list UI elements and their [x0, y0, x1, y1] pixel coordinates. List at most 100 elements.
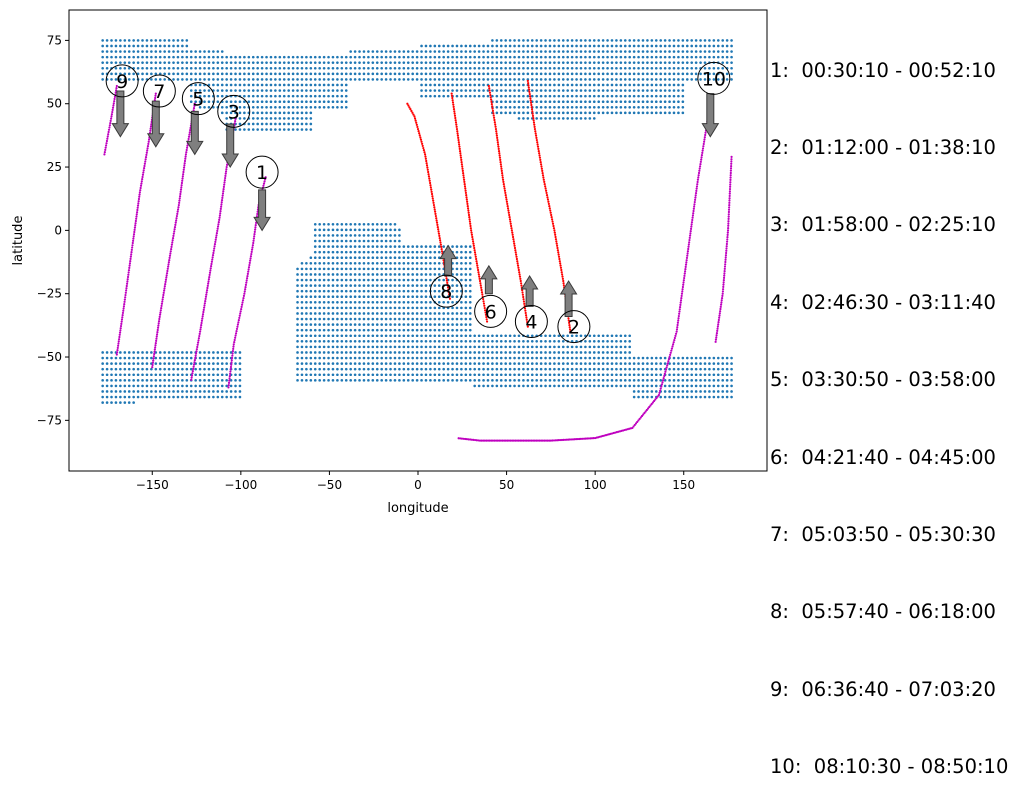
land-dot — [384, 317, 388, 321]
land-dot — [371, 379, 375, 382]
track-point — [504, 439, 507, 442]
land-dot — [251, 122, 255, 126]
land-dot — [415, 256, 419, 260]
land-dot — [300, 284, 304, 287]
land-dot — [566, 334, 569, 338]
track-point — [457, 437, 460, 440]
track-point — [206, 284, 209, 287]
land-dot — [473, 367, 476, 371]
track-point — [109, 121, 112, 125]
land-dot — [398, 351, 401, 354]
track-point — [687, 247, 690, 251]
land-dot — [163, 390, 166, 393]
land-dot — [402, 284, 406, 287]
land-dot — [349, 72, 352, 76]
land-dot — [344, 228, 348, 232]
land-dot — [176, 39, 180, 42]
track-point — [549, 211, 552, 214]
track-point — [143, 162, 146, 165]
land-dot — [517, 334, 521, 338]
land-dot — [632, 379, 636, 382]
land-dot — [570, 334, 574, 338]
track-point — [492, 114, 495, 117]
land-dot — [150, 78, 153, 81]
land-dot — [681, 83, 685, 87]
track-point — [180, 181, 184, 185]
land-dot — [296, 122, 299, 126]
land-dot — [429, 267, 432, 271]
track-point — [154, 96, 157, 100]
track-point — [498, 152, 501, 155]
track-point — [511, 235, 515, 239]
land-dot — [105, 362, 109, 365]
land-dot — [406, 267, 410, 271]
track-point — [725, 240, 729, 243]
land-dot — [654, 44, 658, 48]
land-dot — [491, 50, 494, 53]
track-point — [159, 311, 162, 314]
land-dot — [300, 94, 304, 98]
land-dot — [127, 55, 131, 59]
track-point — [178, 199, 181, 202]
land-dot — [336, 289, 339, 293]
land-dot — [185, 50, 189, 53]
land-dot — [592, 39, 596, 42]
track-point — [587, 437, 590, 440]
land-dot — [433, 78, 437, 81]
land-dot — [632, 390, 636, 393]
land-dot — [508, 44, 512, 48]
land-dot — [189, 55, 193, 59]
track-point — [559, 438, 562, 442]
track-point — [216, 229, 219, 233]
land-dot — [398, 250, 401, 254]
land-dot — [486, 66, 490, 70]
land-dot — [646, 72, 649, 76]
land-dot — [305, 55, 308, 59]
track-point — [408, 106, 411, 109]
land-dot — [380, 228, 383, 232]
land-dot — [119, 367, 122, 371]
land-dot — [464, 340, 468, 343]
land-dot — [619, 105, 623, 109]
land-dot — [158, 362, 162, 365]
land-dot — [344, 289, 348, 293]
land-dot — [429, 94, 432, 98]
track-point — [182, 173, 185, 176]
track-point — [697, 171, 701, 175]
land-dot — [477, 72, 481, 76]
land-dot — [632, 367, 636, 371]
track-point — [485, 315, 488, 319]
track-point — [244, 283, 248, 286]
land-dot — [260, 72, 264, 76]
land-dot — [145, 373, 149, 377]
track-point — [116, 349, 119, 352]
track-point — [151, 366, 154, 369]
track-point — [136, 206, 139, 209]
land-dot — [393, 289, 397, 293]
land-dot — [460, 323, 463, 326]
track-point — [482, 439, 485, 442]
land-dot — [336, 239, 339, 243]
land-dot — [663, 39, 667, 42]
track-point — [214, 238, 217, 241]
track-point — [507, 439, 511, 442]
land-dot — [260, 105, 264, 109]
track-point — [729, 169, 733, 172]
land-dot — [526, 61, 530, 64]
land-dot — [234, 373, 237, 377]
track-point — [482, 302, 486, 305]
land-dot — [415, 367, 419, 371]
land-dot — [628, 61, 632, 64]
track-point — [490, 439, 493, 442]
land-dot — [101, 367, 104, 371]
land-dot — [570, 44, 574, 48]
track-point — [170, 245, 173, 248]
land-dot — [353, 61, 357, 64]
land-dot — [198, 105, 202, 109]
land-dot — [389, 284, 392, 287]
land-dot — [181, 395, 184, 399]
track-point — [416, 125, 419, 129]
land-dot — [557, 55, 561, 59]
land-dot — [557, 373, 561, 377]
land-dot — [406, 379, 410, 382]
